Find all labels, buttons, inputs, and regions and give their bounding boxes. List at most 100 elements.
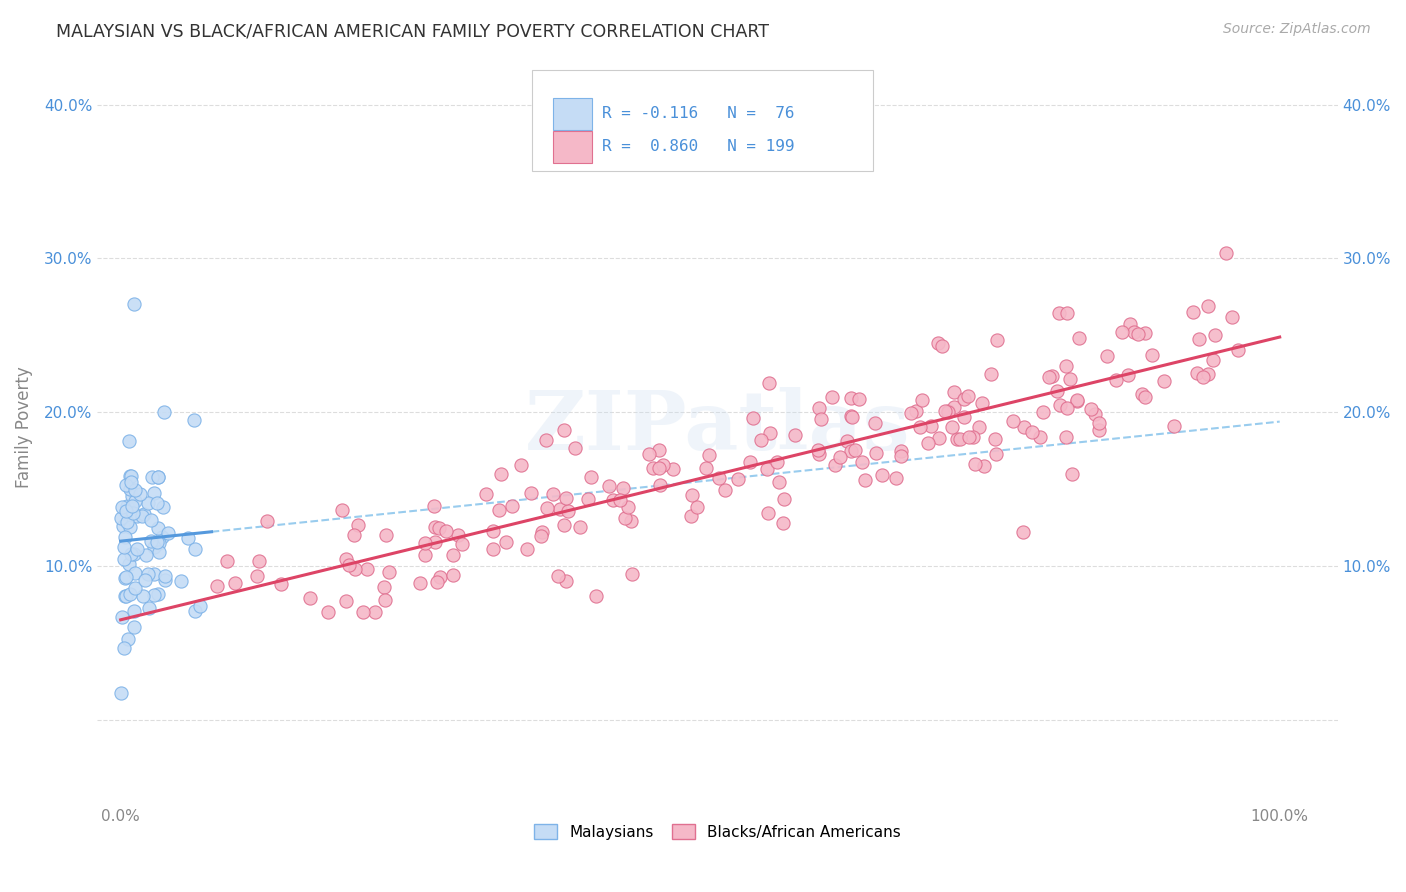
- Point: [807, 442, 830, 457]
- Point: [205, 579, 228, 593]
- Point: [766, 454, 789, 468]
- Point: [136, 567, 159, 582]
- Point: [143, 589, 166, 603]
- Text: Source: ZipAtlas.com: Source: ZipAtlas.com: [1223, 22, 1371, 37]
- Point: [870, 468, 893, 483]
- Bar: [553, 131, 592, 162]
- Point: [141, 534, 163, 549]
- Point: [1197, 299, 1219, 313]
- Point: [1032, 405, 1054, 419]
- Point: [142, 540, 165, 554]
- Point: [554, 491, 576, 505]
- Point: [1133, 390, 1156, 404]
- Point: [848, 392, 870, 407]
- Point: [756, 506, 779, 520]
- Point: [146, 495, 169, 509]
- Point: [114, 570, 136, 584]
- Point: [890, 449, 912, 463]
- Point: [423, 499, 446, 513]
- Point: [122, 548, 145, 562]
- Point: [488, 503, 510, 517]
- Point: [980, 367, 1002, 381]
- Point: [697, 448, 720, 462]
- Point: [491, 467, 513, 481]
- Point: [188, 599, 211, 613]
- Point: [695, 460, 717, 475]
- Point: [114, 571, 136, 585]
- Point: [917, 435, 939, 450]
- Point: [143, 566, 166, 581]
- Point: [568, 520, 591, 534]
- Point: [1153, 374, 1175, 388]
- Point: [114, 541, 136, 555]
- Point: [969, 420, 991, 434]
- Point: [330, 503, 353, 517]
- Point: [1185, 367, 1208, 381]
- Point: [536, 433, 558, 447]
- Point: [1111, 325, 1133, 339]
- Point: [1204, 328, 1226, 343]
- Point: [821, 390, 844, 404]
- Point: [118, 434, 141, 448]
- Point: [157, 526, 180, 541]
- Point: [183, 413, 205, 427]
- Point: [772, 516, 794, 531]
- Point: [510, 458, 533, 472]
- Point: [808, 447, 831, 461]
- Point: [413, 548, 436, 562]
- Point: [614, 510, 637, 524]
- Point: [931, 339, 953, 353]
- Point: [686, 500, 709, 514]
- Point: [1130, 386, 1153, 401]
- Point: [886, 471, 908, 485]
- Point: [1056, 401, 1078, 415]
- Point: [146, 586, 169, 600]
- Point: [184, 604, 207, 618]
- Point: [115, 504, 138, 518]
- Point: [516, 542, 538, 557]
- Point: [900, 406, 922, 420]
- Point: [1060, 467, 1083, 482]
- Point: [1056, 306, 1078, 320]
- Point: [648, 442, 671, 457]
- Point: [828, 450, 851, 464]
- Point: [152, 500, 174, 515]
- Point: [651, 458, 673, 472]
- Point: [865, 417, 887, 431]
- Point: [318, 605, 340, 619]
- Point: [865, 446, 887, 460]
- Point: [755, 461, 778, 475]
- Point: [134, 508, 156, 522]
- Text: MALAYSIAN VS BLACK/AFRICAN AMERICAN FAMILY POVERTY CORRELATION CHART: MALAYSIAN VS BLACK/AFRICAN AMERICAN FAMI…: [56, 22, 769, 40]
- Point: [1202, 353, 1225, 368]
- Point: [114, 589, 136, 603]
- Point: [1049, 398, 1071, 412]
- Point: [139, 513, 162, 527]
- Point: [908, 420, 931, 434]
- Point: [602, 493, 624, 508]
- Point: [122, 604, 145, 618]
- Point: [224, 575, 246, 590]
- Point: [824, 458, 846, 472]
- Point: [112, 640, 135, 655]
- Point: [111, 610, 134, 624]
- Point: [905, 404, 928, 418]
- Point: [482, 541, 505, 556]
- Point: [1040, 369, 1063, 384]
- Point: [1105, 373, 1128, 387]
- Point: [1038, 370, 1060, 384]
- Point: [364, 605, 387, 619]
- Point: [772, 491, 794, 506]
- Point: [150, 530, 173, 544]
- Point: [709, 471, 731, 485]
- Point: [953, 409, 976, 424]
- Point: [184, 541, 207, 556]
- FancyBboxPatch shape: [531, 70, 873, 171]
- Point: [519, 486, 541, 500]
- Point: [1066, 392, 1088, 407]
- Point: [1087, 416, 1109, 430]
- Point: [643, 460, 665, 475]
- Point: [122, 506, 145, 520]
- Point: [153, 569, 176, 583]
- Point: [425, 574, 447, 589]
